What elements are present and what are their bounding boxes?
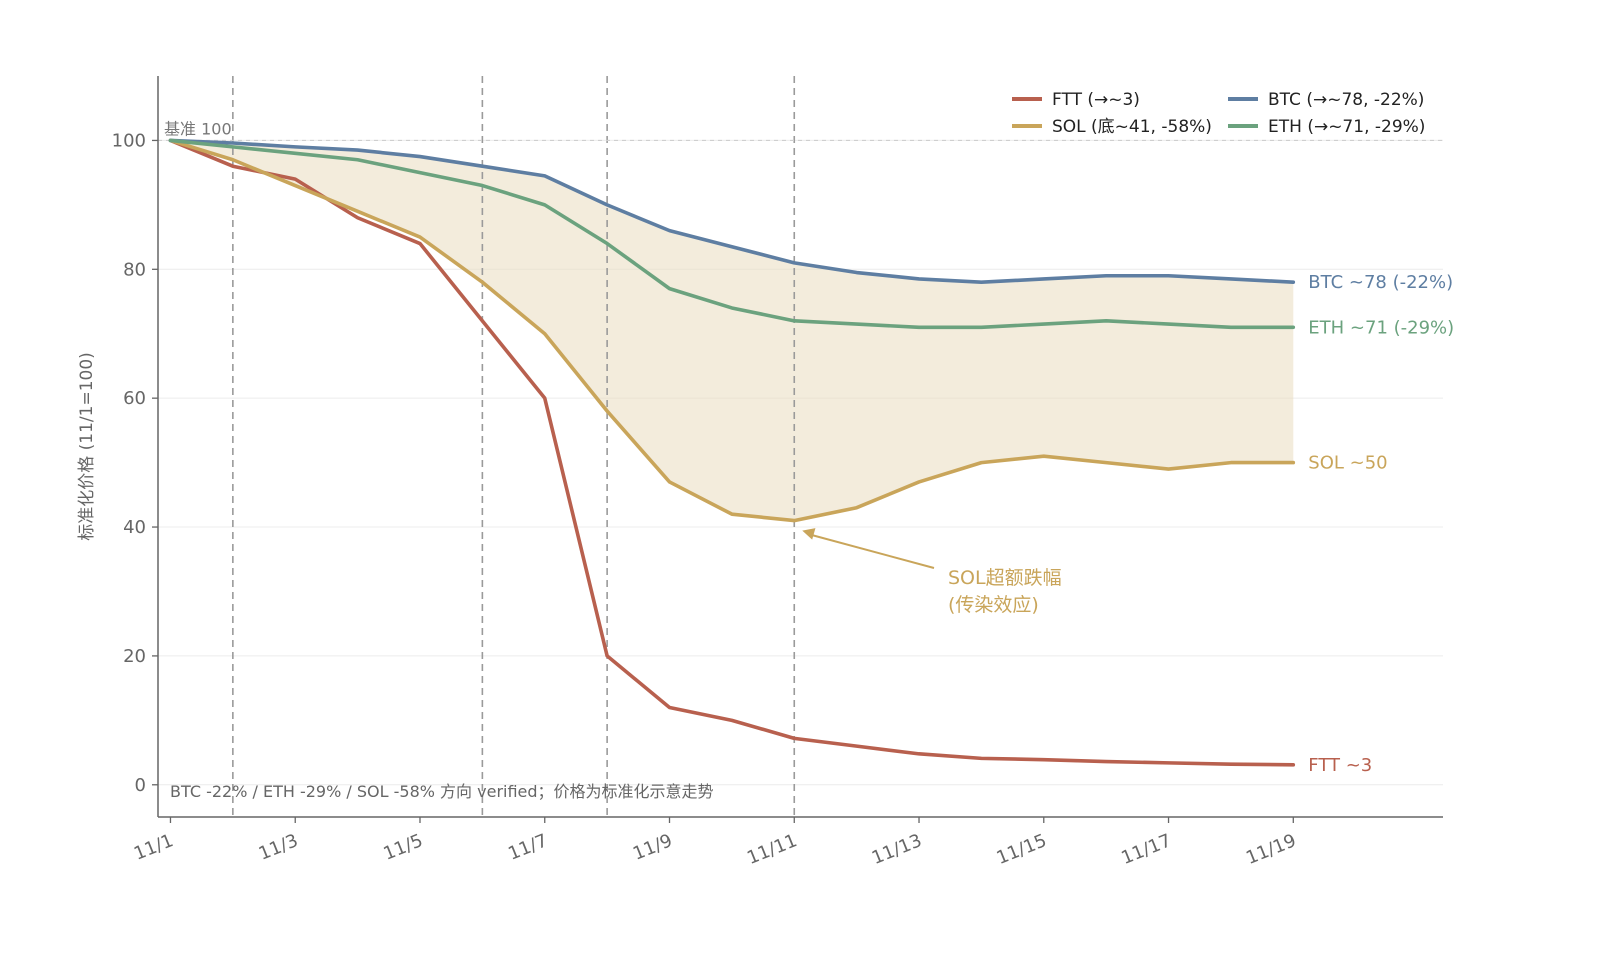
x-tick-label-13: 11/13: [869, 830, 925, 869]
x-tick-label-5: 11/5: [381, 830, 426, 865]
x-tick-label-9: 11/9: [630, 830, 675, 865]
annotation: SOL超额跌幅 (传染效应): [802, 528, 1062, 616]
event-lines: [232, 76, 796, 817]
y-tick-label-20: 20: [123, 646, 146, 667]
x-tick-label-19: 11/19: [1243, 830, 1299, 869]
x-tick-label-11: 11/11: [744, 830, 800, 869]
y-axis-label: 标准化价格 (11/1=100): [77, 352, 97, 541]
legend-label-2: BTC (→~78, -22%): [1268, 90, 1424, 110]
y-ticks: 0 20 40 60 80 100: [112, 130, 158, 796]
shaded-band-btc-sol: [170, 140, 1294, 521]
series-line-sol: [168, 138, 1296, 523]
y-tick-label-0: 0: [135, 775, 146, 796]
annotation-text-line1: SOL超额跌幅: [948, 567, 1062, 589]
x-tick-label-1: 11/1: [131, 830, 176, 865]
end-label-1: SOL ~50: [1308, 453, 1387, 474]
y-tick-label-40: 40: [123, 517, 146, 538]
annotation-arrow-head: [802, 528, 816, 540]
end-label-3: ETH ~71 (-29%): [1308, 317, 1454, 338]
x-ticks: 11/1 11/3 11/5 11/7 11/9 11/11 11/13 11/15 11/17…: [131, 817, 1299, 869]
annotation-arrow: [810, 533, 935, 569]
end-label-0: FTT ~3: [1308, 755, 1372, 776]
y-tick-label-60: 60: [123, 388, 146, 409]
axes: [157, 76, 1443, 818]
series-line-ftt: [168, 138, 1296, 767]
x-tick-label-7: 11/7: [505, 830, 550, 865]
series-line-btc: [168, 138, 1296, 284]
y-tick-label-100: 100: [112, 130, 146, 151]
end-labels: FTT ~3 SOL ~50 BTC ~78 (-22%) ETH ~71 (-29%…: [1308, 272, 1454, 776]
series-lines: [168, 138, 1296, 767]
legend-label-3: ETH (→~71, -29%): [1268, 117, 1425, 137]
series-line-eth: [168, 138, 1296, 330]
x-tick-label-17: 11/17: [1118, 830, 1174, 869]
end-label-2: BTC ~78 (-22%): [1308, 272, 1453, 293]
legend-label-1: SOL (底~41, -58%): [1052, 117, 1212, 137]
annotation-text-line2: (传染效应): [948, 594, 1039, 616]
x-tick-label-15: 11/15: [994, 830, 1050, 869]
x-tick-label-3: 11/3: [256, 830, 301, 865]
legend: FTT (→~3) SOL (底~41, -58%) BTC (→~78, -22%…: [1012, 90, 1425, 137]
y-tick-label-80: 80: [123, 259, 146, 280]
baseline-label: 基准 100: [164, 119, 232, 138]
legend-label-0: FTT (→~3): [1052, 90, 1140, 110]
footnote: BTC -22% / ETH -29% / SOL -58% 方向 verifi…: [170, 782, 714, 801]
